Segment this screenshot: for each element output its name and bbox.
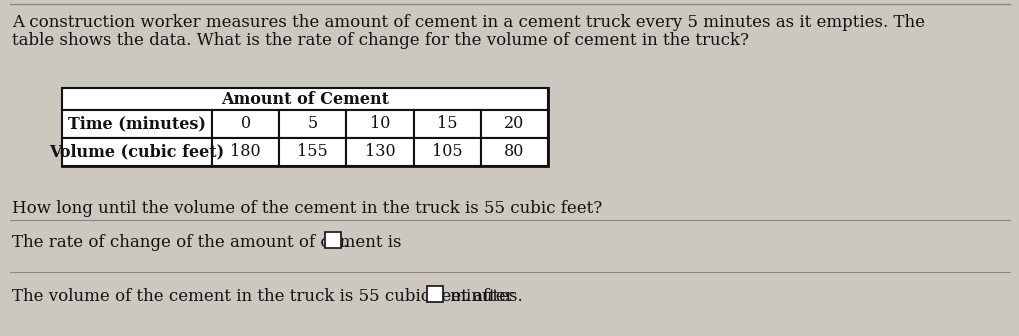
Bar <box>62 138 212 166</box>
Text: table shows the data. What is the rate of change for the volume of cement in the: table shows the data. What is the rate o… <box>12 32 748 49</box>
Text: .: . <box>342 234 347 251</box>
Text: 155: 155 <box>298 143 328 161</box>
Text: 5: 5 <box>308 116 318 132</box>
Bar <box>480 110 547 138</box>
Bar <box>62 88 547 166</box>
Bar <box>62 110 212 138</box>
Text: The rate of change of the amount of cement is: The rate of change of the amount of ceme… <box>12 234 407 251</box>
Text: 80: 80 <box>503 143 524 161</box>
Text: minutes.: minutes. <box>444 288 522 305</box>
Text: 15: 15 <box>436 116 457 132</box>
Bar <box>279 138 346 166</box>
Text: The volume of the cement in the truck is 55 cubic feet after: The volume of the cement in the truck is… <box>12 288 519 305</box>
Bar <box>413 138 480 166</box>
Bar <box>62 88 547 110</box>
Text: 105: 105 <box>431 143 462 161</box>
Text: 0: 0 <box>240 116 251 132</box>
Text: 180: 180 <box>230 143 261 161</box>
Bar <box>426 286 442 302</box>
Text: Volume (cubic feet): Volume (cubic feet) <box>49 143 224 161</box>
Text: 10: 10 <box>370 116 390 132</box>
Bar <box>346 138 413 166</box>
Bar <box>413 110 480 138</box>
Bar <box>480 138 547 166</box>
Text: How long until the volume of the cement in the truck is 55 cubic feet?: How long until the volume of the cement … <box>12 200 601 217</box>
Text: 20: 20 <box>503 116 524 132</box>
Bar <box>212 110 279 138</box>
Text: 130: 130 <box>365 143 395 161</box>
Bar <box>324 232 340 248</box>
Bar <box>279 110 346 138</box>
Text: A construction worker measures the amount of cement in a cement truck every 5 mi: A construction worker measures the amoun… <box>12 14 924 31</box>
Text: Time (minutes): Time (minutes) <box>68 116 206 132</box>
Bar <box>212 138 279 166</box>
Text: Amount of Cement: Amount of Cement <box>221 90 388 108</box>
Bar <box>346 110 413 138</box>
